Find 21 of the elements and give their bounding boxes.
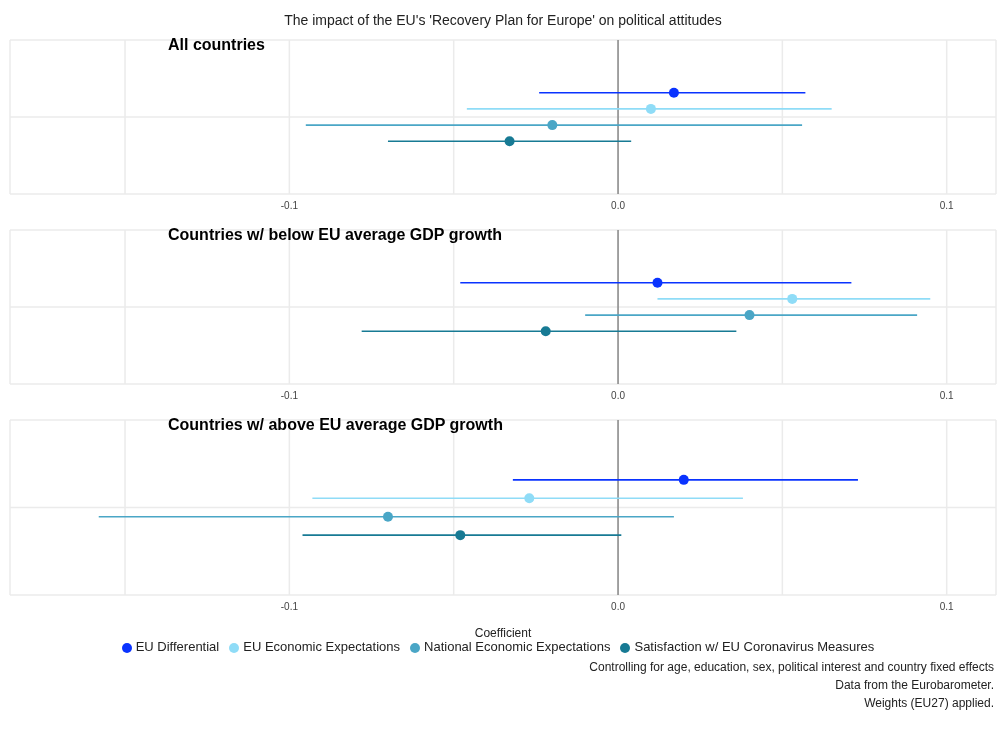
- x-tick-label: 0.0: [611, 390, 626, 402]
- x-tick-label: -0.1: [280, 390, 299, 402]
- x-tick-label: -0.1: [280, 200, 299, 212]
- x-tick-label: 0.0: [611, 601, 626, 613]
- legend-label: EU Economic Expectations: [243, 639, 401, 654]
- text: Data from the Eurobarometer.: [834, 677, 995, 694]
- legend-label: EU Differential: [135, 639, 220, 654]
- x-axis-title: Coefficient: [474, 626, 532, 640]
- chart-subtitle: All countries: [168, 36, 265, 54]
- x-tick-label: 0.0: [611, 200, 626, 212]
- text: Controlling for age, education, sex, political interest and country fixed effects: [588, 659, 995, 676]
- x-tick-label: -0.1: [280, 601, 299, 613]
- x-tick-label: 0.1: [939, 601, 955, 613]
- x-tick-label: 0.1: [939, 390, 955, 402]
- x-tick-label: 0.1: [939, 200, 955, 212]
- legend-label: Satisfaction w/ EU Coronavirus Measures: [634, 639, 875, 654]
- chart-title: The impact of the EU's 'Recovery Plan for Europe' on political attitudes: [283, 11, 723, 30]
- chart-subtitle: Countries w/ below EU average GDP growth: [168, 226, 502, 244]
- text: Weights (EU27) applied.: [863, 695, 995, 712]
- chart-subtitle: Countries w/ above EU average GDP growth: [168, 416, 503, 434]
- legend-label: National Economic Expectations: [424, 639, 611, 654]
